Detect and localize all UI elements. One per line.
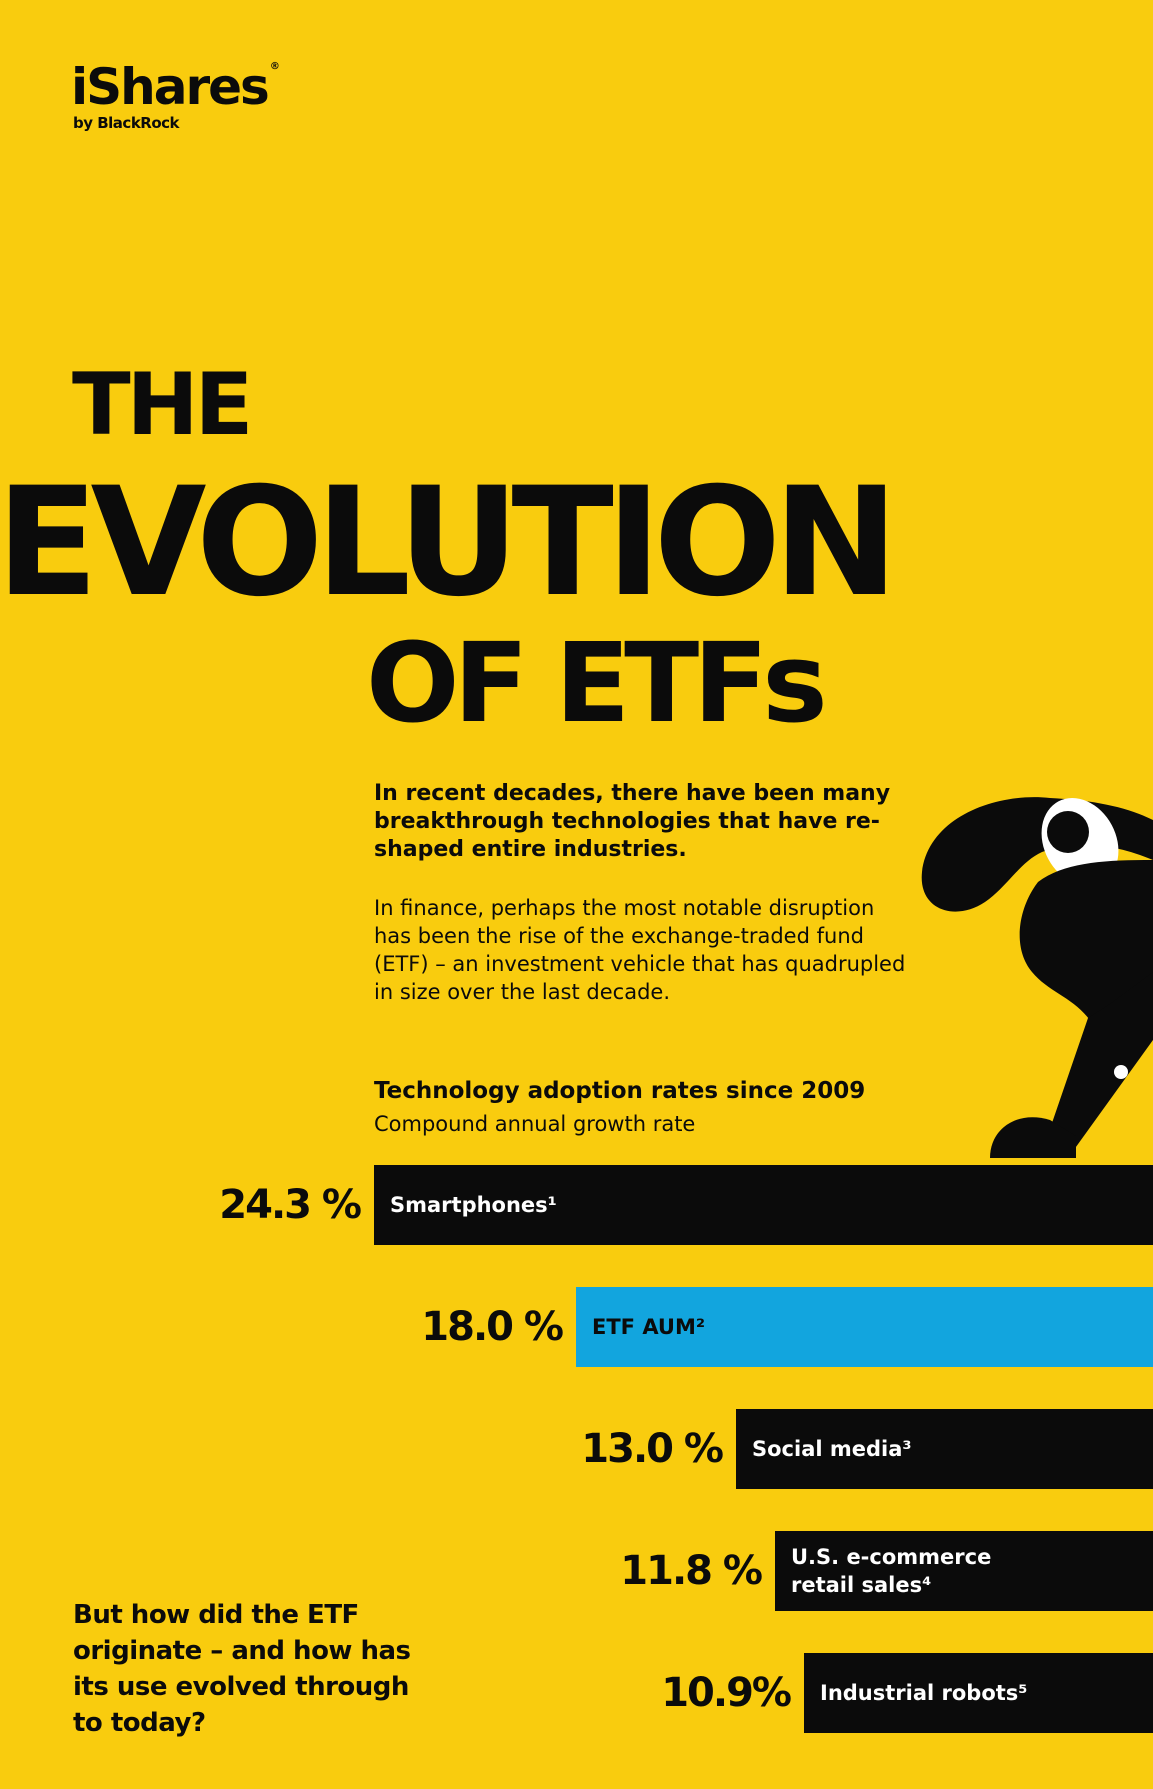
bar-label: U.S. e-commerce retail sales⁴ — [791, 1545, 992, 1597]
bar-label: ETF AUM² — [592, 1315, 706, 1339]
bar-value-label: 10.9% — [661, 1670, 792, 1716]
chart-title: Technology adoption rates since 2009 — [374, 1078, 866, 1104]
ishares-logo: iShares ® by BlackRock — [71, 61, 280, 133]
bar-value-label: 18.0 % — [421, 1304, 564, 1350]
bar-3: Social media³ — [736, 1409, 1153, 1489]
bar-4: U.S. e-commerce retail sales⁴ — [775, 1531, 1153, 1611]
dog-joint — [1114, 1065, 1128, 1079]
bar-1: Smartphones¹ — [374, 1165, 1153, 1245]
dog-body — [1019, 860, 1153, 1028]
bar-label: Social media³ — [752, 1437, 912, 1461]
dog-leg — [1040, 972, 1153, 1158]
intro-lead: In recent decades, there have been many … — [374, 781, 891, 862]
dog-paw — [990, 1117, 1076, 1158]
dog-head — [921, 797, 1153, 912]
logo-registered-mark: ® — [269, 61, 280, 72]
bar-label: Industrial robots⁵ — [820, 1681, 1028, 1705]
page-title-line-3: OF ETFs — [366, 619, 828, 747]
bar-value-label: 11.8 % — [620, 1548, 763, 1594]
logo-brand: iShares — [71, 58, 270, 116]
intro-body: In finance, perhaps the most notable dis… — [374, 896, 906, 1004]
bar-value-label: 24.3 % — [219, 1182, 362, 1228]
chart-subtitle: Compound annual growth rate — [374, 1112, 696, 1136]
closing-question: But how did the ETF originate – and how … — [73, 1600, 411, 1738]
bar-value-label: 13.0 % — [581, 1426, 724, 1472]
bar-5: Industrial robots⁵ — [804, 1653, 1153, 1733]
logo-subtitle: by BlackRock — [73, 114, 180, 132]
bar-label: Smartphones¹ — [390, 1193, 557, 1217]
page-title-line-2: EVOLUTION — [0, 456, 899, 630]
bar-2: ETF AUM² — [576, 1287, 1153, 1367]
page-title-line-1: THE — [72, 355, 253, 455]
dog-mascot-illustration — [921, 797, 1153, 1158]
